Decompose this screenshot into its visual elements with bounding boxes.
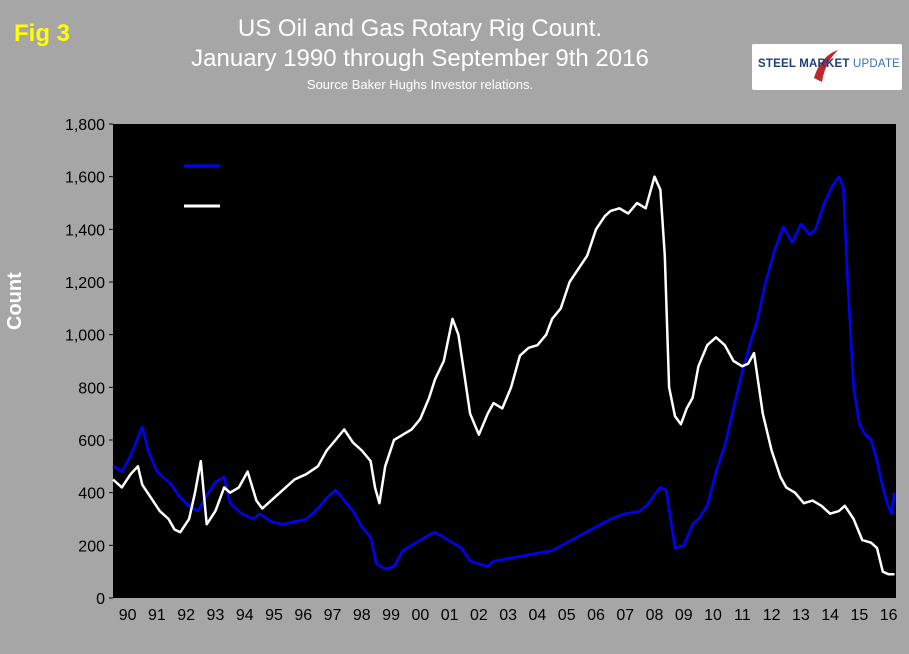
x-tick-label: 08	[646, 607, 664, 624]
legend: Oil Gas	[177, 145, 279, 227]
series-lines	[112, 175, 896, 576]
x-tick-label: 10	[704, 607, 722, 624]
y-tick-label: 400	[78, 486, 105, 503]
y-tick-label: 200	[78, 538, 105, 555]
x-tick-label: 11	[734, 607, 751, 624]
x-tick-label: 14	[821, 607, 839, 624]
x-tick-label: 00	[411, 607, 429, 624]
x-axis-ticks: 90 91 92 93 94 95 96 97 98 99 00 01 02 03 04 05 06 07 08 09…	[119, 607, 898, 624]
y-axis-ticks: 0 200 400 600 800 1,000 1,200 1,400 1,600 1,800	[65, 117, 113, 608]
x-tick-label: 07	[616, 607, 634, 624]
x-tick-label: 09	[675, 607, 693, 624]
y-tick-label: 1,000	[65, 328, 105, 345]
x-tick-label: 93	[207, 607, 225, 624]
x-tick-label: 99	[382, 607, 400, 624]
x-tick-label: 95	[265, 607, 283, 624]
x-tick-label: 03	[499, 607, 517, 624]
logo-text-light: UPDATE	[853, 58, 901, 70]
x-tick-label: 90	[119, 607, 137, 624]
y-tick-label: 1,400	[65, 222, 105, 239]
x-tick-label: 02	[470, 607, 488, 624]
chart-title-block: US Oil and Gas Rotary Rig Count. January…	[190, 14, 650, 94]
x-tick-label: 94	[236, 607, 254, 624]
chart-subtitle: January 1990 through September 9th 2016	[191, 45, 649, 72]
logo-text-bold: STEEL MARKET	[758, 58, 850, 70]
legend-gas-label: Gas	[226, 196, 261, 217]
y-tick-label: 1,800	[65, 117, 105, 134]
y-tick-label: 800	[78, 380, 105, 397]
x-tick-label: 06	[587, 607, 605, 624]
series-line-gas	[112, 175, 895, 576]
x-tick-label: 04	[529, 607, 547, 624]
x-tick-label: 15	[851, 607, 869, 624]
chart-title: US Oil and Gas Rotary Rig Count.	[237, 15, 603, 42]
x-tick-label: 92	[177, 607, 195, 624]
steel-market-update-logo: STEEL MARKET UPDATE	[752, 44, 902, 90]
x-tick-label: 96	[294, 607, 312, 624]
figure-label: Fig 3	[14, 20, 71, 47]
swoosh-logo-icon	[814, 50, 838, 82]
y-tick-label: 1,600	[65, 170, 105, 187]
x-tick-label: 91	[148, 607, 166, 624]
y-tick-label: 1,200	[65, 275, 105, 292]
y-tick-label: 600	[78, 433, 105, 450]
x-tick-label: 97	[324, 607, 342, 624]
x-tick-label: 01	[441, 607, 459, 624]
x-tick-label: 98	[353, 607, 371, 624]
y-tick-label: 0	[96, 591, 105, 608]
legend-oil-label: Oil	[226, 156, 249, 177]
x-tick-label: 16	[880, 607, 898, 624]
logo-text: STEEL MARKET UPDATE	[758, 58, 900, 70]
chart-source: Source Baker Hughs Investor relations.	[306, 77, 534, 92]
series-line-oil	[112, 175, 896, 571]
x-tick-label: 12	[763, 607, 781, 624]
x-tick-label: 13	[792, 607, 810, 624]
x-tick-label: 05	[558, 607, 576, 624]
legend-box	[177, 145, 279, 227]
